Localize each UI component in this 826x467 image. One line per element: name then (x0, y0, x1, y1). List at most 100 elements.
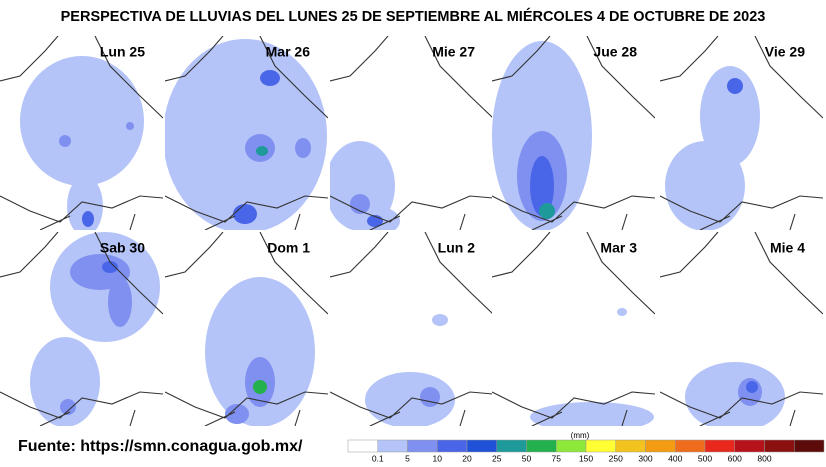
panel-content (660, 232, 823, 426)
rain-area (746, 381, 758, 393)
map-panel: Mar 26 (165, 36, 328, 230)
panel-label: Mie 27 (432, 44, 475, 60)
rain-area (727, 78, 743, 94)
panel-content (330, 36, 493, 230)
rain-area (126, 122, 134, 130)
rain-area (253, 380, 267, 394)
legend-tick-label: 75 (552, 453, 562, 463)
panel-content (165, 232, 328, 426)
rain-area (365, 372, 455, 426)
legend-swatch (645, 439, 676, 453)
panel-label: Sab 30 (100, 240, 145, 256)
map-panel: Jue 28 (492, 36, 655, 230)
legend-swatch (407, 439, 438, 453)
state-border (165, 36, 328, 230)
legend-tick-label: 50 (522, 453, 532, 463)
map-panel: Vie 29 (660, 36, 823, 230)
panel-content (492, 232, 655, 426)
rain-area (530, 156, 554, 216)
rain-area (295, 138, 311, 158)
legend-swatch (615, 439, 646, 453)
legend-tick-label: 300 (638, 453, 652, 463)
map-panel: Mie 4 (660, 232, 823, 426)
state-border (492, 232, 655, 426)
panel-content (0, 232, 163, 426)
legend-swatch (496, 439, 527, 453)
legend-unit: (mm) (571, 431, 590, 440)
legend-tick-label: 250 (609, 453, 623, 463)
rain-area (205, 277, 315, 426)
state-border (0, 36, 163, 230)
rain-area (233, 204, 257, 224)
legend-swatch (437, 439, 468, 453)
rain-area (102, 261, 118, 273)
rain-area (60, 399, 76, 415)
legend-tick-label: 20 (462, 453, 472, 463)
legend-tick-label: 400 (668, 453, 682, 463)
legend-tick-label: 5 (405, 453, 410, 463)
state-border (0, 232, 163, 426)
panel-label: Mar 3 (600, 240, 637, 256)
state-border (660, 36, 823, 230)
panel-label: Lun 25 (100, 44, 145, 60)
rain-area (685, 362, 785, 426)
map-panel: Dom 1 (165, 232, 328, 426)
rain-area (59, 135, 71, 147)
map-panel: Sab 30 (0, 232, 163, 426)
map-panel: Mie 27 (330, 36, 493, 230)
legend-swatch (526, 439, 557, 453)
panel-label: Jue 28 (593, 44, 637, 60)
panel-content (660, 36, 823, 230)
map-panel: Lun 25 (0, 36, 163, 230)
rain-area (530, 402, 654, 426)
rain-area (260, 70, 280, 86)
state-border (330, 232, 493, 426)
rain-area (700, 66, 760, 166)
panel-label: Mie 4 (770, 240, 805, 256)
rain-area (617, 308, 627, 316)
panel-content (0, 36, 163, 230)
legend-swatch (675, 439, 706, 453)
panel-content (330, 232, 493, 426)
rain-area (420, 387, 440, 407)
legend-tick-label: 0.1 (372, 453, 384, 463)
legend-swatch (347, 439, 378, 453)
state-border (165, 232, 328, 426)
legend-tick-label: 500 (698, 453, 712, 463)
panel-label: Vie 29 (765, 44, 805, 60)
panel-content (492, 36, 655, 230)
legend-swatch (585, 439, 616, 453)
legend-tick-label: 600 (728, 453, 742, 463)
legend-tick-label: 10 (433, 453, 443, 463)
panel-label: Mar 26 (266, 44, 311, 60)
rain-area (82, 211, 94, 227)
legend-swatch (794, 439, 825, 453)
map-panel: Lun 2 (330, 232, 493, 426)
state-border (330, 36, 493, 230)
rain-area (30, 337, 100, 426)
legend-swatch (704, 439, 735, 453)
legend-swatch (734, 439, 765, 453)
panel-content (165, 36, 328, 230)
legend-tick-label: 25 (492, 453, 502, 463)
panel-bg (492, 232, 655, 426)
rain-area (665, 141, 745, 230)
map-panel: Mar 3 (492, 232, 655, 426)
rain-area (432, 314, 448, 326)
rain-area (108, 277, 132, 327)
panel-label: Lun 2 (438, 240, 476, 256)
legend-swatch (466, 439, 497, 453)
legend: 0.1 5 10 20 25 50 75 150 250 300 400 500 600 800 (347, 439, 825, 463)
legend-swatch (764, 439, 795, 453)
title: PERSPECTIVA DE LLUVIAS DEL LUNES 25 DE S… (61, 8, 766, 25)
legend-tick-label: 150 (579, 453, 593, 463)
state-border (660, 232, 823, 426)
rain-area (165, 39, 327, 230)
rain-area (67, 176, 103, 230)
panel-label: Dom 1 (267, 240, 310, 256)
rain-area (256, 146, 268, 156)
legend-tick-label: 800 (757, 453, 771, 463)
legend-swatch (377, 439, 408, 453)
state-border (492, 36, 655, 230)
